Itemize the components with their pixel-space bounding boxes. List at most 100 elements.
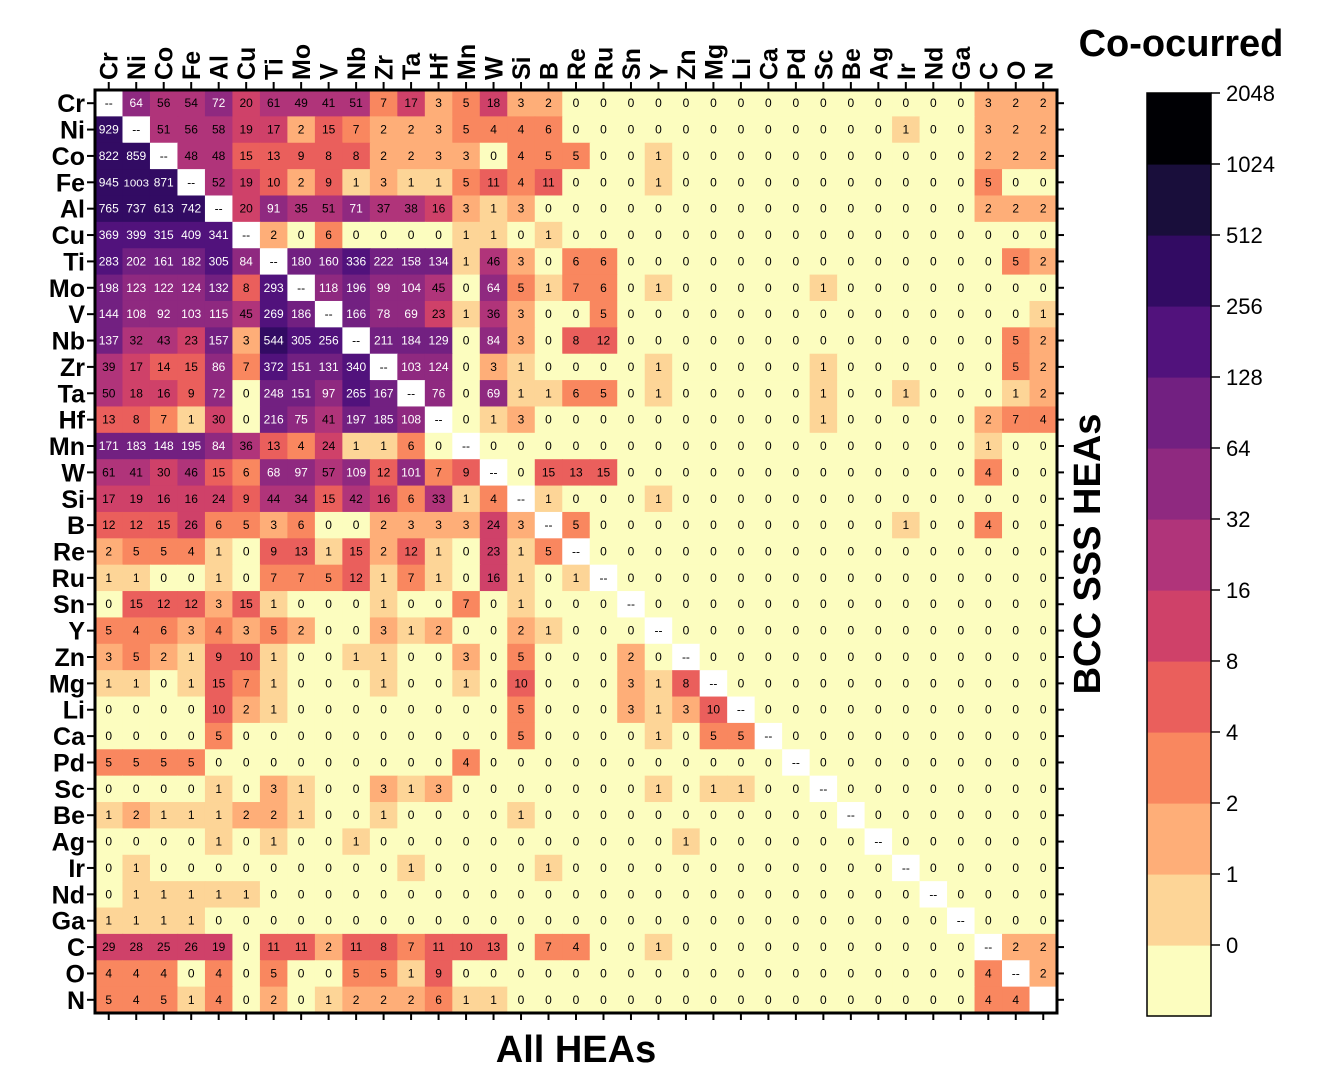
heatmap-cell [204, 327, 234, 355]
heatmap-cell [974, 300, 1003, 328]
heatmap-cell-value: 6 [160, 624, 167, 638]
heatmap-cell-value: 0 [902, 228, 909, 242]
heatmap-cell [342, 380, 371, 408]
heatmap-cell-value: 0 [930, 808, 937, 822]
heatmap-cell-value: 0 [573, 808, 580, 822]
heatmap-cell-value: 0 [985, 624, 992, 638]
heatmap-cell-value: 0 [545, 966, 552, 980]
heatmap-cell-value: 28 [130, 940, 144, 954]
heatmap-cell-value: 0 [765, 782, 772, 796]
heatmap-cell-value: 0 [848, 413, 855, 427]
x-tick-label: Nd [920, 47, 948, 80]
heatmap-cell-value: 0 [215, 861, 222, 875]
heatmap-cell [809, 485, 838, 513]
heatmap-cell-value: 0 [710, 835, 717, 849]
heatmap-cell-value: 3 [985, 96, 992, 110]
heatmap-cell-value: 0 [1040, 808, 1047, 822]
heatmap-cell-value: 0 [875, 545, 882, 559]
heatmap-cell [974, 90, 1003, 117]
heatmap-cell-value: 0 [820, 676, 827, 690]
heatmap-cell-value: 0 [408, 835, 415, 849]
heatmap-cell [727, 195, 756, 223]
heatmap-cell [699, 300, 728, 328]
heatmap-cell-value: 0 [875, 307, 882, 321]
heatmap-cell-value: 5 [380, 966, 387, 980]
heatmap-cell-value: 5 [518, 703, 525, 717]
heatmap-cells: -- 64 56 54 72 20 61 49 41 51 7 17 3 5 18 3 2 0 0 0 0 0 0 0 0 0 0 0… [95, 90, 1058, 1014]
heatmap-cell-value: 5 [463, 123, 470, 137]
heatmap-cell-value: 3 [463, 202, 470, 216]
heatmap-cell-value: 0 [628, 334, 635, 348]
heatmap-cell-value: 0 [848, 914, 855, 928]
heatmap-cell [479, 511, 508, 539]
heatmap-cell-value: 0 [738, 439, 745, 453]
heatmap-cell [837, 116, 866, 144]
colorbar-band [1147, 448, 1211, 520]
heatmap-cell-value: 0 [875, 465, 882, 479]
heatmap-cell [589, 116, 618, 144]
heatmap-cell-value: 52 [212, 175, 226, 189]
heatmap-cell-value: 0 [683, 966, 690, 980]
heatmap-cell-value: 0 [380, 914, 387, 928]
heatmap-cell-value: 0 [1012, 650, 1019, 664]
heatmap-cell-value: 3 [435, 518, 442, 532]
heatmap-cell-value: 0 [435, 835, 442, 849]
heatmap-cell-value: 0 [793, 228, 800, 242]
heatmap-cell-value: 160 [319, 254, 339, 268]
heatmap-cell-value: 0 [930, 597, 937, 611]
heatmap-cell [644, 90, 673, 117]
heatmap-cell-value: 0 [985, 545, 992, 559]
heatmap-cell-value: 0 [985, 386, 992, 400]
heatmap-cell-value: 0 [820, 835, 827, 849]
heatmap-cell-value: 1 [380, 650, 387, 664]
heatmap-cell [644, 248, 673, 276]
heatmap-cell-value: 0 [683, 307, 690, 321]
heatmap-cell [149, 274, 179, 302]
heatmap-cell-value: 7 [463, 597, 470, 611]
heatmap-cell-value: 0 [600, 175, 607, 189]
heatmap-cell-value: 15 [322, 492, 336, 506]
heatmap-cell [424, 459, 453, 487]
heatmap-cell-value: 4 [985, 993, 992, 1007]
heatmap-cell [314, 116, 343, 144]
x-tick-label: Ir [893, 63, 921, 80]
heatmap-cell-value: 41 [130, 465, 144, 479]
heatmap-cell-value: 0 [600, 123, 607, 137]
heatmap-cell-value: 0 [793, 413, 800, 427]
heatmap-cell-value: 0 [902, 254, 909, 268]
heatmap-cell [314, 406, 343, 434]
heatmap-cell [782, 142, 811, 170]
heatmap-cell [1002, 459, 1031, 487]
heatmap-cell-value: 211 [374, 334, 393, 348]
heatmap-cell [397, 459, 426, 487]
heatmap-cell-value: 0 [902, 729, 909, 743]
heatmap-cell-value: 0 [1012, 755, 1019, 769]
heatmap-cell-value: 3 [380, 175, 387, 189]
heatmap-cell-value: 0 [600, 755, 607, 769]
heatmap-cell [232, 142, 261, 170]
heatmap-cell-value: 9 [463, 465, 470, 479]
heatmap-cell [149, 221, 179, 249]
heatmap-cell [837, 380, 866, 408]
heatmap-cell [974, 459, 1003, 487]
heatmap-cell [369, 300, 398, 328]
heatmap-cell-value: 2 [1012, 202, 1019, 216]
heatmap-cell-value: 0 [765, 808, 772, 822]
heatmap-cell-value: 61 [102, 465, 116, 479]
heatmap-cell-value: 0 [353, 228, 360, 242]
heatmap-cell-value: 129 [429, 334, 449, 348]
heatmap-cell [95, 327, 124, 355]
heatmap-cell-value: 10 [212, 703, 226, 717]
heatmap-cell-value: 0 [545, 914, 552, 928]
heatmap-cell [177, 564, 206, 592]
heatmap-cell-value: 0 [573, 123, 580, 137]
heatmap-cell-value: 0 [985, 307, 992, 321]
heatmap-cell-value: 0 [1040, 465, 1047, 479]
heatmap-cell [864, 248, 893, 276]
heatmap-cell [617, 221, 646, 249]
heatmap-cell-value: 10 [707, 703, 721, 717]
heatmap-cell-value: 0 [518, 993, 525, 1007]
heatmap-cell [1002, 538, 1031, 566]
heatmap-cell-value: 0 [628, 413, 635, 427]
heatmap-cell-value: 0 [573, 96, 580, 110]
